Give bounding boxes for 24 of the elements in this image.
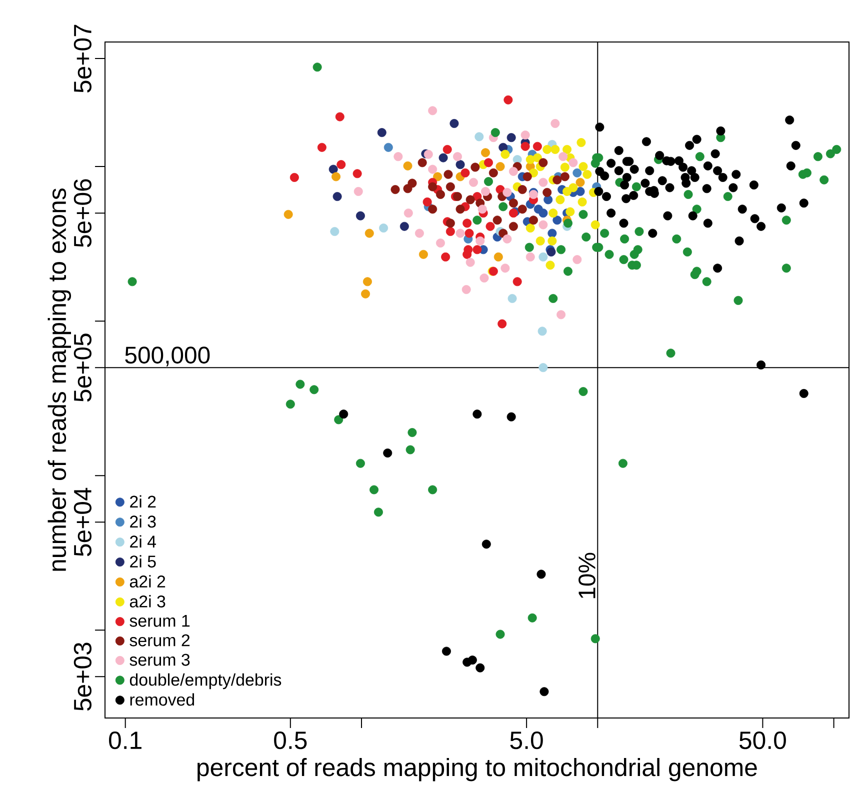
- legend-label: 2i 2: [130, 495, 156, 508]
- y-tick-label: 5e+03: [74, 642, 92, 711]
- x-tick-label: 5.0: [510, 732, 543, 750]
- legend-label: a2i 3: [130, 595, 166, 608]
- legend-label: a2i 2: [130, 575, 166, 588]
- legend-label: 2i 3: [130, 515, 156, 528]
- y-axis-title: number of reads mapping to exons: [48, 188, 72, 571]
- ref-line-label: 500,000: [125, 346, 210, 366]
- y-tick-label: 5e+05: [74, 334, 92, 402]
- legend-label: removed: [130, 693, 194, 706]
- x-tick-label: 0.5: [274, 732, 307, 750]
- legend-label: double/empty/debris: [130, 673, 282, 690]
- legend-label: serum 2: [130, 634, 190, 646]
- x-tick-label: 50.0: [739, 732, 786, 750]
- y-tick-label: 5e+06: [74, 179, 92, 248]
- legend-label: serum 3: [130, 654, 190, 666]
- y-tick-label: 5e+04: [74, 488, 92, 556]
- x-tick-label: 0.1: [109, 732, 142, 750]
- y-tick-label: 5e+07: [74, 24, 92, 93]
- legend-label: serum 1: [130, 614, 190, 627]
- legend-label: 2i 5: [130, 555, 156, 568]
- x-axis-title: percent of reads mapping to mitochondrial genome: [198, 758, 757, 782]
- legend-label: 2i 4: [130, 535, 156, 548]
- ref-line-label: 10%: [578, 552, 596, 598]
